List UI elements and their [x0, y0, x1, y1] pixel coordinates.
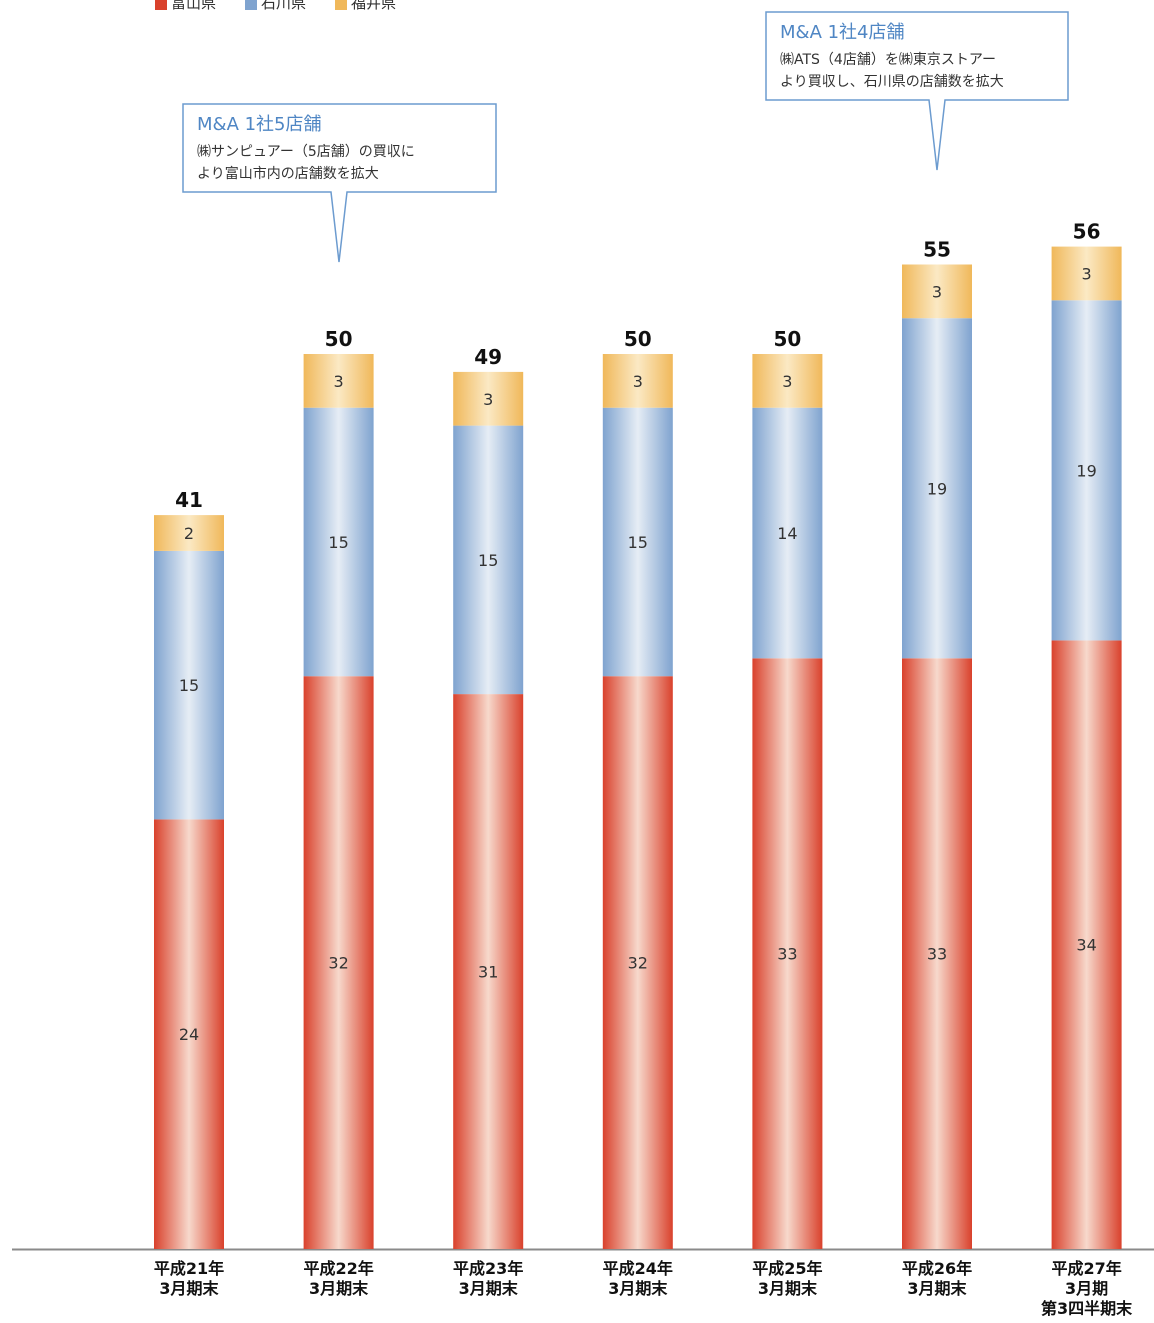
callout-text: ㈱ATS（4店舗）を㈱東京ストアー	[780, 52, 996, 68]
tick-label: 平成27年 3月期第3四半期末	[1041, 1259, 1133, 1318]
callout-box	[765, 11, 1069, 171]
callout-text: より買収し、石川県の店舗数を拡大	[780, 74, 1004, 90]
tick-label: 平成23年 3月期末	[453, 1259, 523, 1298]
data-label: 3	[1082, 264, 1092, 283]
data-label: 34	[1076, 936, 1096, 955]
legend-label: 石川県	[261, 0, 306, 12]
bar-segment	[303, 676, 374, 1249]
callout-text: より富山市内の店舗数を拡大	[197, 165, 379, 182]
data-label: 15	[179, 676, 199, 695]
data-label: 31	[478, 963, 498, 982]
total-label: 50	[773, 327, 801, 351]
callout-title: M&A 1社5店舗	[197, 114, 322, 135]
bar-segment	[453, 371, 524, 426]
bar-segment	[303, 354, 374, 408]
data-label: 3	[334, 372, 344, 391]
bar-segment	[902, 264, 972, 319]
data-label: 14	[777, 524, 797, 543]
data-label: 15	[478, 551, 498, 570]
data-label: 32	[628, 954, 648, 973]
bar-segment	[602, 354, 673, 408]
data-label: 24	[179, 1025, 199, 1044]
bar-segment	[154, 515, 224, 551]
data-label: 19	[1076, 461, 1096, 480]
data-label: 3	[932, 282, 942, 301]
total-label: 50	[325, 327, 353, 351]
bar-segment	[154, 550, 224, 820]
bar-segment	[154, 819, 224, 1249]
bar-segment	[453, 425, 524, 695]
bar-segment	[602, 407, 673, 677]
total-label: 56	[1073, 220, 1101, 244]
legend-label: 富山県	[171, 0, 216, 12]
callout-box	[182, 103, 497, 263]
tick-label: 平成22年 3月期末	[303, 1259, 373, 1298]
legend-label: 福井県	[351, 0, 396, 12]
total-label: 55	[923, 238, 951, 262]
tick-label: 平成25年 3月期末	[752, 1259, 822, 1298]
bar-segment	[303, 407, 374, 677]
total-label: 41	[175, 488, 203, 512]
bar-segment	[1051, 246, 1122, 301]
annotation-callout: M&A 1社4店舗㈱ATS（4店舗）を㈱東京ストアーより買収し、石川県の店舗数を…	[765, 11, 1069, 171]
bar-segment	[752, 407, 823, 659]
total-label: 50	[624, 327, 652, 351]
bar-segment	[1051, 300, 1122, 641]
data-label: 33	[927, 945, 947, 964]
tick-label: 平成21年 3月期末	[154, 1259, 224, 1298]
bar-segment	[902, 658, 972, 1249]
legend-swatch	[245, 0, 257, 10]
bar-segment	[453, 694, 524, 1249]
total-label: 49	[474, 345, 502, 369]
bar-segment	[902, 318, 972, 659]
bar-segment	[602, 676, 673, 1249]
legend-swatch	[335, 0, 347, 10]
data-label: 15	[628, 533, 648, 552]
legend: 富山県 石川県 福井県	[155, 0, 396, 12]
data-label: 3	[633, 372, 643, 391]
data-label: 15	[328, 533, 348, 552]
data-label: 3	[483, 390, 493, 409]
callout-text: ㈱サンピュアー（5店舗）の買収に	[197, 144, 415, 160]
tick-label: 平成24年 3月期末	[603, 1259, 673, 1298]
bar-segment	[752, 658, 823, 1249]
data-label: 33	[777, 945, 797, 964]
legend-swatch	[155, 0, 167, 10]
bar-segment	[1051, 640, 1122, 1249]
tick-label: 平成26年 3月期末	[902, 1259, 972, 1298]
data-label: 2	[184, 524, 194, 543]
data-label: 3	[782, 372, 792, 391]
callout-title: M&A 1社4店舗	[780, 22, 905, 43]
data-label: 32	[328, 954, 348, 973]
data-label: 19	[927, 479, 947, 498]
bar-segment	[752, 354, 823, 408]
